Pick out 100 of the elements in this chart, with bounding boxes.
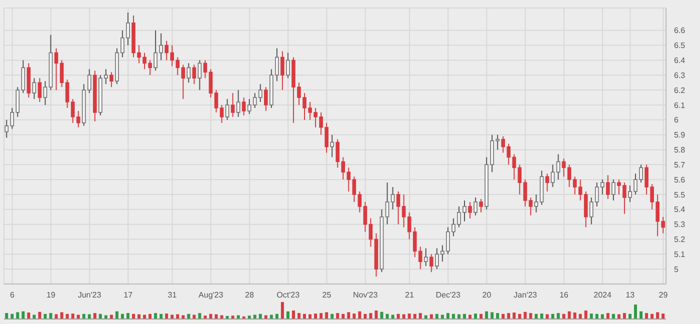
candlestick bbox=[424, 248, 428, 267]
bar bbox=[22, 311, 25, 319]
candlestick bbox=[32, 78, 36, 100]
bar bbox=[286, 311, 290, 319]
bar bbox=[49, 313, 52, 319]
bar bbox=[292, 310, 295, 319]
candlestick bbox=[562, 158, 566, 178]
x-tick-label: 2024 bbox=[594, 290, 612, 300]
candlestick bbox=[534, 194, 538, 213]
candlestick bbox=[578, 179, 582, 201]
bar bbox=[606, 313, 610, 319]
candlestick bbox=[198, 60, 202, 91]
bar bbox=[474, 314, 478, 319]
candlestick bbox=[584, 191, 588, 228]
candlestick bbox=[21, 60, 26, 94]
candlestick bbox=[418, 246, 422, 270]
candlestick bbox=[352, 176, 356, 202]
candlestick bbox=[556, 154, 560, 180]
bar bbox=[546, 314, 549, 319]
bar bbox=[347, 312, 350, 319]
bar bbox=[176, 314, 180, 319]
candlestick bbox=[474, 196, 478, 216]
y-tick-label: 5.1 bbox=[674, 250, 686, 259]
x-tick-label: 21 bbox=[405, 290, 414, 300]
candlestick bbox=[225, 98, 230, 120]
bar bbox=[640, 311, 643, 319]
bar bbox=[16, 312, 20, 319]
bar bbox=[138, 314, 141, 319]
bar bbox=[568, 311, 571, 319]
bar bbox=[600, 314, 604, 319]
bar bbox=[556, 313, 560, 319]
candlestick bbox=[220, 104, 224, 124]
candlestick bbox=[412, 226, 417, 258]
bar bbox=[457, 314, 460, 319]
candlestick bbox=[390, 186, 395, 210]
y-tick-label: 6.6 bbox=[674, 26, 686, 36]
x-tick-label: 28 bbox=[245, 290, 254, 300]
candlestick bbox=[110, 72, 114, 88]
y-tick-label: 5.9 bbox=[674, 130, 686, 140]
candlestick bbox=[208, 68, 213, 98]
x-tick-label: 20 bbox=[482, 290, 492, 300]
bar bbox=[93, 313, 96, 319]
candlestick bbox=[87, 68, 92, 94]
y-tick-label: 5.4 bbox=[674, 205, 686, 214]
candlestick bbox=[368, 218, 373, 248]
candlestick bbox=[567, 164, 572, 188]
candlestick bbox=[247, 98, 252, 114]
candlestick bbox=[402, 194, 406, 228]
x-tick-label: 13 bbox=[626, 290, 636, 300]
candlestick bbox=[363, 201, 368, 232]
bar bbox=[507, 313, 510, 319]
bar bbox=[88, 314, 91, 319]
x-tick-label: 16 bbox=[559, 290, 569, 300]
bar bbox=[325, 312, 328, 319]
candlestick bbox=[407, 212, 412, 240]
candlestick bbox=[38, 78, 42, 102]
bar bbox=[154, 313, 158, 319]
bar bbox=[369, 313, 372, 319]
candlestick bbox=[330, 134, 334, 158]
x-tick-label: Oct'23 bbox=[276, 290, 300, 300]
bar bbox=[430, 314, 433, 319]
candlestick bbox=[612, 179, 616, 201]
y-tick-label: 6 bbox=[674, 116, 679, 125]
candlestick bbox=[242, 97, 246, 116]
x-tick-label: 29 bbox=[658, 290, 668, 300]
candlestick bbox=[286, 52, 290, 79]
bar bbox=[485, 311, 488, 319]
candlestick bbox=[230, 92, 235, 118]
bar bbox=[512, 312, 516, 319]
x-tick-label: 25 bbox=[322, 290, 332, 300]
bar bbox=[524, 312, 527, 319]
bar bbox=[71, 314, 74, 319]
bar bbox=[126, 313, 130, 319]
y-tick-label: 6.1 bbox=[674, 100, 686, 110]
candlestick bbox=[358, 191, 362, 213]
candlestick bbox=[385, 182, 390, 225]
bar bbox=[27, 312, 30, 319]
candlestick bbox=[606, 174, 610, 200]
x-tick-label: 19 bbox=[46, 290, 56, 300]
bar bbox=[54, 314, 58, 319]
bar bbox=[198, 313, 202, 319]
bar bbox=[380, 312, 384, 319]
x-tick-label: Jun'23 bbox=[78, 290, 102, 300]
candlestick bbox=[545, 173, 550, 192]
bar bbox=[617, 314, 620, 319]
bar bbox=[662, 314, 665, 319]
candlestick bbox=[54, 48, 58, 91]
candlestick bbox=[468, 201, 472, 219]
bar bbox=[115, 311, 118, 319]
y-tick-label: 5 bbox=[674, 264, 679, 274]
bar bbox=[590, 314, 593, 319]
x-tick-label: Aug'23 bbox=[198, 290, 224, 300]
x-tick-label: 31 bbox=[168, 290, 178, 300]
bar bbox=[352, 314, 356, 319]
candlestick bbox=[550, 164, 555, 188]
bar bbox=[165, 314, 168, 319]
candlestick bbox=[518, 164, 522, 195]
candlestick bbox=[264, 86, 268, 112]
candlestick bbox=[479, 198, 483, 213]
bar bbox=[336, 313, 340, 319]
